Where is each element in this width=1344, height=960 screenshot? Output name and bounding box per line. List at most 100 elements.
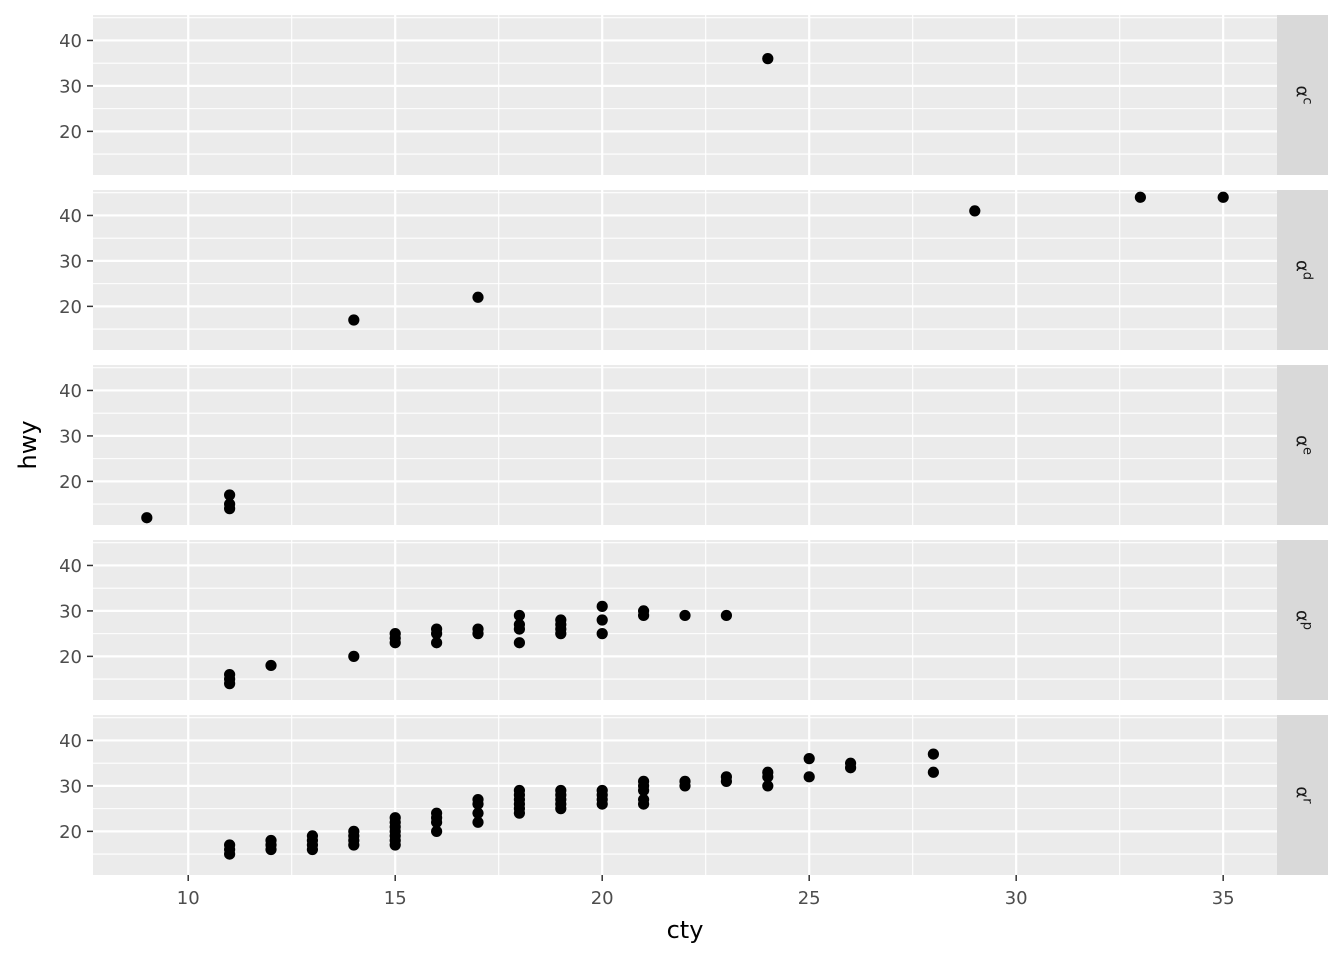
data-point [1217,191,1229,203]
y-tick-label: 40 [59,731,82,752]
x-tick-label: 25 [798,888,821,909]
data-point [389,812,401,824]
data-point [431,807,443,819]
y-tick-label: 30 [59,251,82,272]
data-point [762,53,774,65]
y-tick-label: 20 [59,122,82,143]
strip-label-superscript: p [1300,622,1315,630]
facet-panel-r [93,715,1277,875]
strip-label: αp [1292,610,1315,630]
strip-label-base: α [1292,85,1313,97]
data-point [555,614,567,626]
y-tick-label: 30 [59,601,82,622]
strip-label: αr [1292,786,1315,804]
facet-strip-d: αd [1277,190,1328,350]
data-point [306,830,319,842]
data-point [513,784,526,797]
data-point [431,825,443,837]
y-tick-label: 40 [59,381,82,402]
strip-label-base: α [1292,610,1313,622]
facet-strip-e: αe [1277,365,1328,525]
data-point [638,605,650,617]
panel-background [93,190,1277,350]
data-point [265,834,277,847]
panel-background [93,15,1277,175]
y-axis-c: 20 30 40 [59,31,93,143]
y-axis-title: hwy [14,420,42,469]
data-point [969,205,981,217]
data-point [472,793,484,806]
x-tick-label: 15 [384,888,407,909]
strip-label-superscript: d [1300,272,1315,280]
y-axis-d: 20 30 40 [59,206,93,318]
y-tick-label: 40 [59,206,82,227]
data-point [348,650,360,662]
x-tick-label: 30 [1005,888,1028,909]
data-point [596,628,608,640]
data-point [348,825,360,837]
strip-label-base: α [1292,435,1313,447]
data-point [472,291,484,303]
strip-label: αd [1292,260,1315,280]
y-axis-e: 20 30 40 [59,381,93,493]
data-point [927,766,939,778]
strip-label-base: α [1292,786,1313,798]
data-point [762,780,774,792]
strip-label-superscript: e [1300,447,1315,455]
data-point [720,609,732,622]
data-point [472,816,484,828]
data-point [596,600,608,612]
facet-panels [93,15,1277,875]
y-tick-label: 40 [59,556,82,577]
strip-label: αc [1292,85,1315,104]
y-tick-label: 20 [59,822,82,843]
data-point [472,807,484,819]
data-point [224,489,236,501]
data-point [265,659,277,672]
data-point [596,784,608,797]
strip-background [1277,715,1328,875]
panel-background [93,365,1277,525]
data-point [513,637,526,649]
strip-background [1277,190,1328,350]
data-point [472,623,484,635]
data-point [720,771,732,783]
y-tick-label: 20 [59,647,82,668]
y-tick-label: 40 [59,31,82,52]
data-point [596,614,608,626]
facet-panel-e [93,365,1277,525]
strip-background [1277,540,1328,700]
y-tick-label: 20 [59,472,82,493]
strip-label: αe [1292,435,1315,455]
facet-strip-r: αr [1277,715,1328,875]
strip-label-superscript: c [1300,97,1315,104]
data-point [844,757,857,769]
data-point [679,775,691,787]
facet-strip-p: αp [1277,540,1328,700]
strip-label-superscript: r [1300,798,1315,804]
x-axis: 10 15 20 25 30 35 [177,875,1235,909]
strip-background [1277,365,1328,525]
strip-label-base: α [1292,260,1313,272]
strip-background [1277,15,1328,175]
data-point [927,748,939,760]
y-axis-r: 20 30 40 [59,731,93,843]
data-point [513,609,526,622]
facet-strip-c: αc [1277,15,1328,175]
data-point [389,628,401,640]
data-point [803,771,815,783]
data-point [431,637,443,649]
data-point [224,668,236,681]
y-tick-label: 20 [59,297,82,318]
data-point [141,512,153,524]
facet-panel-p [93,540,1277,700]
data-point [638,775,650,787]
data-point [679,609,691,622]
data-point [762,766,774,778]
data-point [803,753,815,765]
data-point [431,623,443,635]
y-tick-label: 30 [59,426,82,447]
y-tick-label: 30 [59,76,82,97]
y-axes: 20 30 40 20 30 40 20 30 40 20 30 40 20 30 40 [59,31,93,843]
